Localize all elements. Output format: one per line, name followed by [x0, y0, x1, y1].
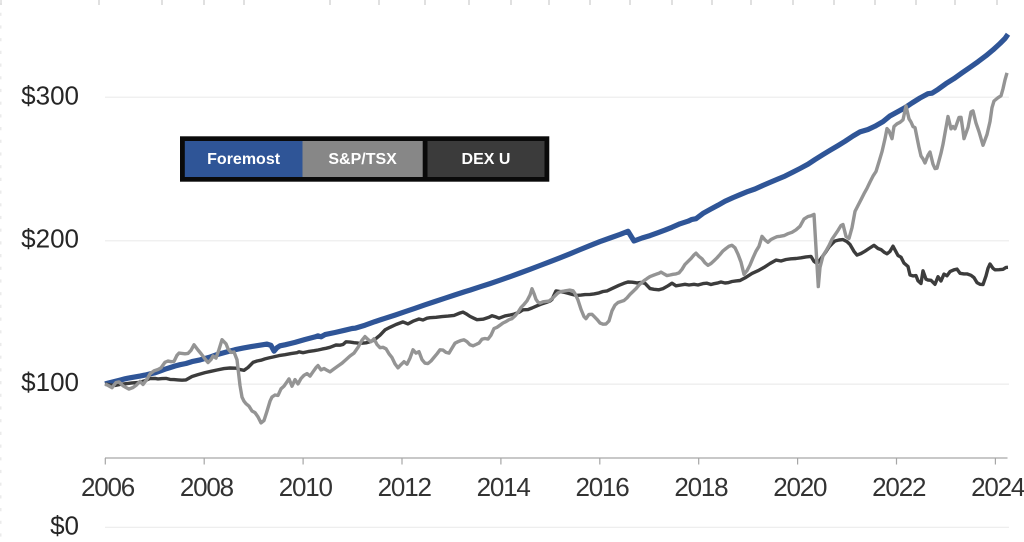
svg-text:$200: $200 — [21, 224, 79, 254]
svg-text:2012: 2012 — [378, 472, 432, 502]
svg-text:2010: 2010 — [279, 472, 333, 502]
svg-text:DEX U: DEX U — [462, 151, 511, 168]
svg-text:2008: 2008 — [180, 472, 234, 502]
svg-text:2022: 2022 — [872, 472, 926, 502]
svg-text:2018: 2018 — [674, 472, 728, 502]
svg-text:$300: $300 — [21, 80, 79, 110]
svg-text:$0: $0 — [50, 511, 79, 541]
svg-text:2014: 2014 — [477, 472, 531, 502]
svg-text:$100: $100 — [21, 367, 79, 397]
svg-text:2006: 2006 — [81, 472, 135, 502]
svg-text:2016: 2016 — [575, 472, 629, 502]
svg-text:2024: 2024 — [971, 472, 1024, 502]
svg-text:Foremost: Foremost — [207, 151, 281, 168]
svg-text:2020: 2020 — [773, 472, 827, 502]
svg-text:S&P/TSX: S&P/TSX — [328, 151, 397, 168]
